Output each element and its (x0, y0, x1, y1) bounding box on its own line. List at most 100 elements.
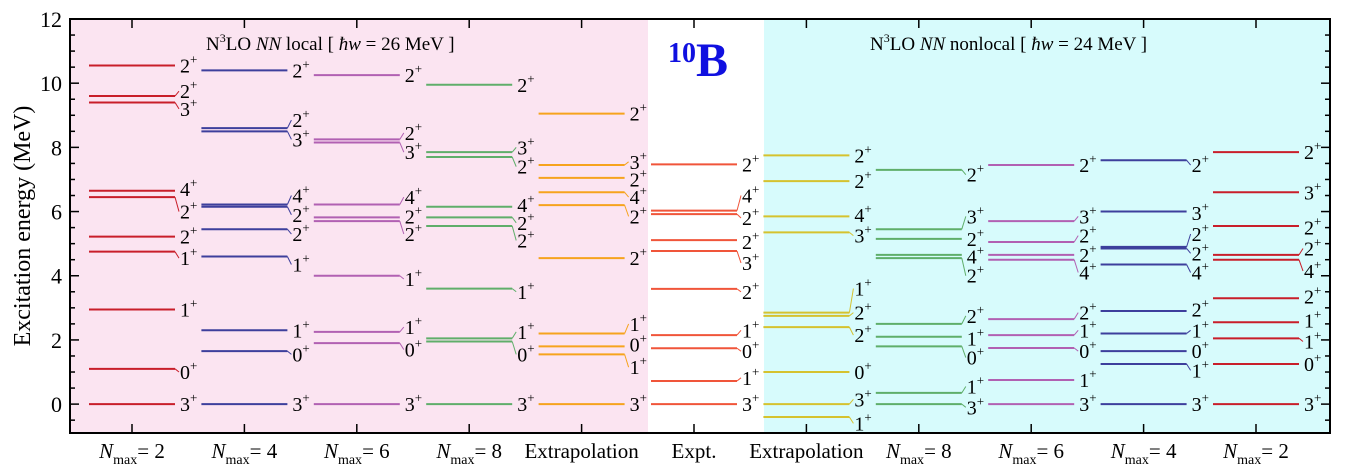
label-leader (961, 315, 967, 325)
level-label: 1+ (1192, 356, 1209, 382)
label-leader (1186, 363, 1192, 371)
level-label: 1+ (742, 316, 759, 342)
local-panel-title: N3LO NN local [ ħw = 26 MeV ] (206, 31, 455, 55)
label-leader (624, 323, 630, 334)
level-column: 3+0+1+1+2+2+4+2+3+2+ (426, 71, 535, 416)
y-tick-label: 12 (40, 7, 62, 32)
level-label: 2+ (630, 244, 647, 270)
label-leader (624, 191, 629, 198)
level-label: 4+ (405, 183, 422, 209)
label-leader (849, 232, 854, 237)
level-label: 2+ (967, 225, 984, 251)
label-leader (1298, 337, 1304, 342)
label-leader (624, 161, 629, 166)
label-leader (624, 354, 630, 368)
level-label: 1+ (405, 313, 422, 339)
label-leader (1073, 347, 1079, 352)
y-tick-label: 6 (51, 200, 62, 225)
level-label: 1+ (1304, 307, 1321, 333)
level-column: 3+0+1+1+2+2+4+3+2+2+ (313, 61, 422, 416)
label-leader (511, 217, 517, 224)
label-leader (511, 225, 517, 241)
level-label: 2+ (405, 119, 422, 145)
level-label: 3+ (1192, 199, 1209, 225)
label-leader (849, 312, 854, 317)
label-leader (848, 288, 854, 313)
label-leader (399, 275, 405, 280)
level-label: 1+ (292, 251, 309, 277)
level-column: 3+1+0+1+2+2+4+2+3+2+ (875, 161, 984, 419)
level-column: 3+1+0+1+2+4+2+2+3+2+ (1100, 151, 1209, 416)
level-label: 0+ (180, 358, 197, 384)
level-label: 2+ (742, 278, 759, 304)
level-label: 2+ (742, 150, 759, 176)
label-leader (736, 377, 742, 382)
label-leader (511, 156, 517, 167)
y-tick-label: 4 (51, 264, 62, 289)
level-label: 0+ (1304, 350, 1321, 376)
x-category-label: Expt. (672, 439, 717, 463)
level-label: 1+ (854, 275, 871, 301)
level-label: 1+ (1079, 366, 1096, 392)
x-category-label: Nmax= 8 (885, 439, 952, 466)
level-label: 2+ (1079, 222, 1096, 248)
level-label: 4+ (1304, 257, 1321, 283)
level-label: 2+ (630, 100, 647, 126)
label-leader (287, 350, 292, 355)
level-label: 2+ (1079, 299, 1096, 325)
level-label: 2+ (854, 141, 871, 167)
label-leader (399, 221, 405, 235)
level-label: 3+ (180, 390, 197, 416)
level-label: 1+ (405, 265, 422, 291)
level-label: 2+ (1304, 234, 1321, 260)
level-label: 1+ (854, 409, 871, 435)
label-leader (1298, 259, 1304, 272)
x-category-label: Nmax= 6 (997, 439, 1064, 466)
label-leader (1073, 312, 1079, 320)
level-label: 4+ (1192, 259, 1209, 285)
label-leader (1298, 248, 1304, 256)
label-leader (961, 346, 967, 358)
level-label: 3+ (292, 125, 309, 151)
level-label: 1+ (742, 364, 759, 390)
label-leader (961, 403, 967, 408)
label-leader (286, 256, 292, 265)
label-leader (174, 251, 180, 259)
y-tick-label: 2 (51, 328, 62, 353)
label-leader (961, 216, 967, 230)
level-column: 1+3+0+2+2+1+3+4+2+2+ (763, 141, 872, 435)
label-leader (736, 213, 742, 219)
level-label: 1+ (180, 295, 197, 321)
level-label: 4+ (517, 191, 534, 217)
level-label: 3+ (1192, 390, 1209, 416)
x-category-label: Nmax= 2 (98, 439, 165, 466)
level-label: 4+ (854, 201, 871, 227)
level-label: 0+ (854, 358, 871, 384)
label-leader (399, 196, 405, 205)
level-label: 2+ (742, 204, 759, 230)
level-label: 3+ (517, 390, 534, 416)
level-label: 3+ (742, 390, 759, 416)
plot-frame (69, 18, 1331, 434)
x-category-label: Nmax= 2 (1222, 439, 1289, 466)
level-label: 2+ (517, 71, 534, 97)
level-label: 2+ (517, 226, 534, 252)
level-label: 2+ (630, 202, 647, 228)
level-label: 4+ (630, 183, 647, 209)
label-leader (961, 257, 967, 276)
level-label: 3+ (405, 138, 422, 164)
level-label: 2+ (742, 228, 759, 254)
level-label: 2+ (1304, 214, 1321, 240)
label-leader (287, 228, 292, 235)
level-label: 2+ (854, 299, 871, 325)
label-leader (399, 342, 405, 350)
label-leader (736, 329, 742, 336)
level-label: 2+ (967, 161, 984, 187)
label-leader (961, 386, 967, 394)
label-leader (736, 347, 742, 352)
level-label: 2+ (292, 220, 309, 246)
label-leader (174, 102, 180, 110)
level-label: 0+ (405, 336, 422, 362)
y-tick-label: 8 (51, 135, 62, 160)
label-leader (1073, 329, 1079, 336)
